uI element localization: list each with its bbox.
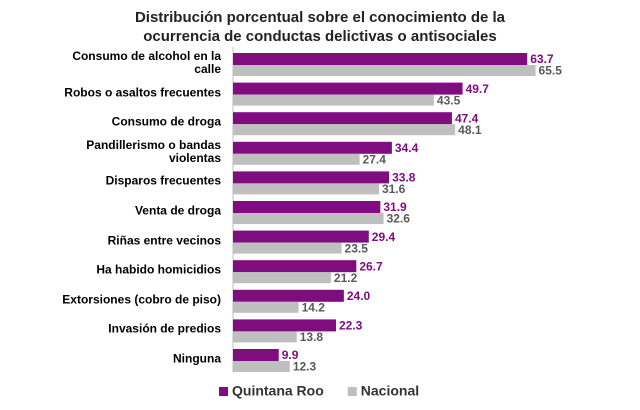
legend-swatch (347, 387, 357, 396)
bar (233, 112, 452, 125)
bar (233, 349, 279, 361)
bar (233, 319, 337, 332)
value-label: 13.8 (300, 330, 324, 344)
value-label: 65.5 (539, 64, 563, 78)
bar (233, 230, 369, 243)
bar (233, 82, 463, 95)
chart-title: Distribución porcentual sobre el conocim… (134, 9, 506, 45)
value-label: 29.4 (372, 230, 396, 244)
category-label: Robos o asaltos frecuentes (64, 85, 221, 100)
category-label: Extorsiones (cobro de piso) (62, 292, 221, 307)
bar (233, 361, 290, 372)
bar (233, 242, 342, 254)
legend-swatch (219, 387, 228, 396)
category-label: Venta de droga (134, 203, 221, 218)
category-label: Consumo de droga (111, 114, 221, 129)
value-label: 31.6 (382, 182, 406, 196)
bar (233, 183, 379, 195)
category-label: Riñas entre vecinos (107, 233, 221, 248)
bar (233, 213, 384, 224)
bar (233, 65, 536, 76)
value-label: 12.3 (293, 360, 317, 374)
value-label: 27.4 (363, 152, 387, 166)
value-label: 47.4 (455, 111, 479, 125)
category-label: Invasión de predios (108, 321, 221, 336)
category-label: Disparos frecuentes (105, 173, 221, 188)
category-label: Pandillerismo o bandas violentas (86, 137, 221, 165)
bar (233, 124, 456, 136)
value-label: 21.2 (334, 271, 358, 285)
bar (233, 94, 434, 106)
value-label: 63.7 (530, 52, 554, 66)
bar (233, 171, 390, 184)
value-label: 24.0 (347, 289, 371, 303)
value-label: 34.4 (395, 141, 419, 155)
value-label: 31.9 (383, 200, 407, 214)
bar (233, 141, 392, 154)
category-label: Consumo de alcohol en la calle (72, 49, 221, 76)
bar (233, 201, 381, 213)
bar (233, 272, 331, 284)
value-label: 33.8 (392, 171, 416, 185)
value-label: 49.7 (466, 82, 490, 96)
legend-label: Quintana Roo (232, 383, 324, 399)
bar (233, 53, 528, 65)
value-label: 48.1 (458, 123, 482, 137)
value-label: 23.5 (345, 241, 369, 255)
value-label: 14.2 (302, 300, 326, 314)
bar (233, 289, 344, 302)
category-label: Ha habido homicidios (96, 262, 221, 277)
bar (233, 331, 297, 343)
category-label: Ninguna (173, 351, 221, 366)
bar (233, 260, 357, 273)
legend-label: Nacional (361, 383, 419, 399)
value-label: 26.7 (359, 259, 383, 273)
value-label: 9.9 (282, 348, 299, 362)
value-label: 43.5 (437, 93, 461, 107)
bar (233, 153, 360, 165)
value-label: 22.3 (339, 319, 363, 333)
bar (233, 301, 299, 313)
value-label: 32.6 (387, 212, 411, 226)
